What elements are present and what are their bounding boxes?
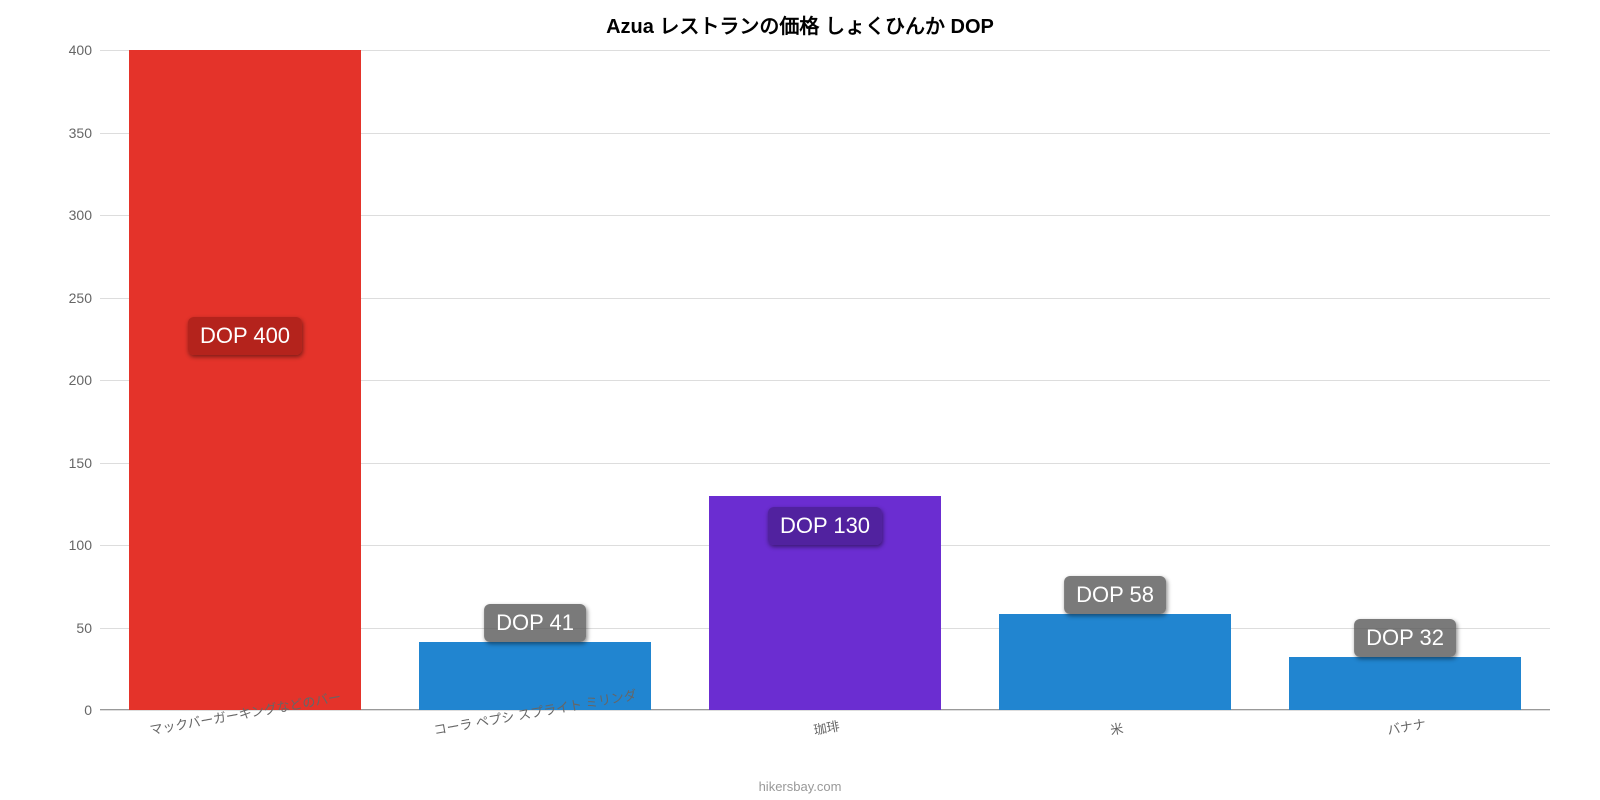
y-tick-label: 50 bbox=[76, 620, 100, 636]
attribution-text: hikersbay.com bbox=[0, 779, 1600, 794]
plot-area: 050100150200250300350400DOP 400マックバーガーキン… bbox=[100, 50, 1550, 710]
bar bbox=[1289, 657, 1521, 710]
y-tick-label: 150 bbox=[69, 455, 100, 471]
y-tick-label: 300 bbox=[69, 207, 100, 223]
bar bbox=[999, 614, 1231, 710]
bar-slot: DOP 32バナナ bbox=[1260, 50, 1550, 710]
bar-slot: DOP 130珈琲 bbox=[680, 50, 970, 710]
y-tick-label: 0 bbox=[84, 702, 100, 718]
x-tick-label: 米 bbox=[1108, 718, 1124, 739]
bar bbox=[129, 50, 361, 710]
bar-slot: DOP 400マックバーガーキングなどのバー bbox=[100, 50, 390, 710]
value-label: DOP 32 bbox=[1354, 619, 1456, 657]
bar-chart: Azua レストランの価格 しょくひんか DOP 050100150200250… bbox=[0, 0, 1600, 800]
y-tick-label: 200 bbox=[69, 372, 100, 388]
value-label: DOP 58 bbox=[1064, 576, 1166, 614]
x-tick-label: バナナ bbox=[1385, 713, 1427, 738]
value-label: DOP 400 bbox=[188, 317, 302, 355]
y-tick-label: 350 bbox=[69, 125, 100, 141]
gridline bbox=[100, 710, 1550, 711]
value-label: DOP 41 bbox=[484, 604, 586, 642]
y-tick-label: 400 bbox=[69, 42, 100, 58]
chart-title: Azua レストランの価格 しょくひんか DOP bbox=[0, 10, 1600, 39]
bar-slot: DOP 41コーラ ペプシ スプライト ミリンダ bbox=[390, 50, 680, 710]
y-tick-label: 250 bbox=[69, 290, 100, 306]
x-tick-label: 珈琲 bbox=[812, 715, 841, 738]
bar-slot: DOP 58米 bbox=[970, 50, 1260, 710]
value-label: DOP 130 bbox=[768, 507, 882, 545]
y-tick-label: 100 bbox=[69, 537, 100, 553]
